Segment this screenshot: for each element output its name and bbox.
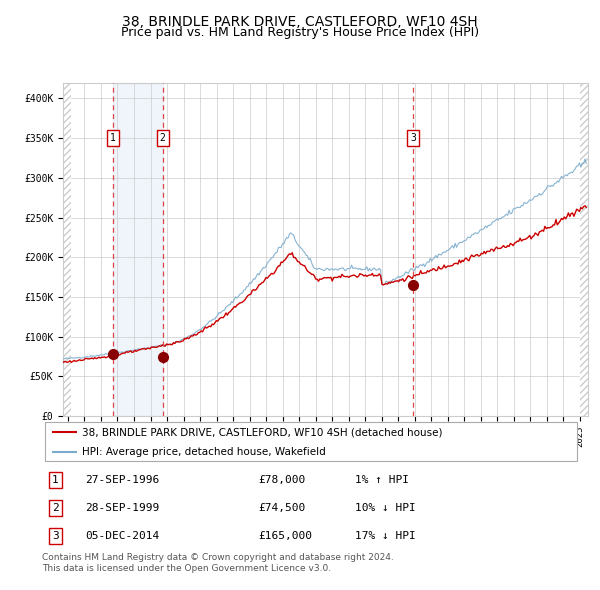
Text: HPI: Average price, detached house, Wakefield: HPI: Average price, detached house, Wake… bbox=[83, 447, 326, 457]
FancyBboxPatch shape bbox=[45, 422, 577, 461]
Bar bbox=[63, 83, 71, 416]
Text: 2: 2 bbox=[52, 503, 59, 513]
Bar bbox=[580, 83, 596, 416]
Text: 1: 1 bbox=[110, 133, 116, 143]
Text: £78,000: £78,000 bbox=[258, 475, 305, 485]
Text: Price paid vs. HM Land Registry's House Price Index (HPI): Price paid vs. HM Land Registry's House … bbox=[121, 26, 479, 39]
Text: 3: 3 bbox=[52, 531, 59, 541]
Text: £74,500: £74,500 bbox=[258, 503, 305, 513]
Text: 17% ↓ HPI: 17% ↓ HPI bbox=[355, 531, 416, 541]
Text: 2: 2 bbox=[160, 133, 166, 143]
Text: £165,000: £165,000 bbox=[258, 531, 312, 541]
Text: 1: 1 bbox=[52, 475, 59, 485]
Text: 38, BRINDLE PARK DRIVE, CASTLEFORD, WF10 4SH: 38, BRINDLE PARK DRIVE, CASTLEFORD, WF10… bbox=[122, 15, 478, 29]
Text: 05-DEC-2014: 05-DEC-2014 bbox=[85, 531, 160, 541]
Text: 1% ↑ HPI: 1% ↑ HPI bbox=[355, 475, 409, 485]
Text: 10% ↓ HPI: 10% ↓ HPI bbox=[355, 503, 416, 513]
Text: 27-SEP-1996: 27-SEP-1996 bbox=[85, 475, 160, 485]
Text: 3: 3 bbox=[410, 133, 416, 143]
Text: Contains HM Land Registry data © Crown copyright and database right 2024.
This d: Contains HM Land Registry data © Crown c… bbox=[42, 553, 394, 573]
Text: 38, BRINDLE PARK DRIVE, CASTLEFORD, WF10 4SH (detached house): 38, BRINDLE PARK DRIVE, CASTLEFORD, WF10… bbox=[83, 427, 443, 437]
Bar bbox=[113, 83, 163, 416]
Text: 28-SEP-1999: 28-SEP-1999 bbox=[85, 503, 160, 513]
